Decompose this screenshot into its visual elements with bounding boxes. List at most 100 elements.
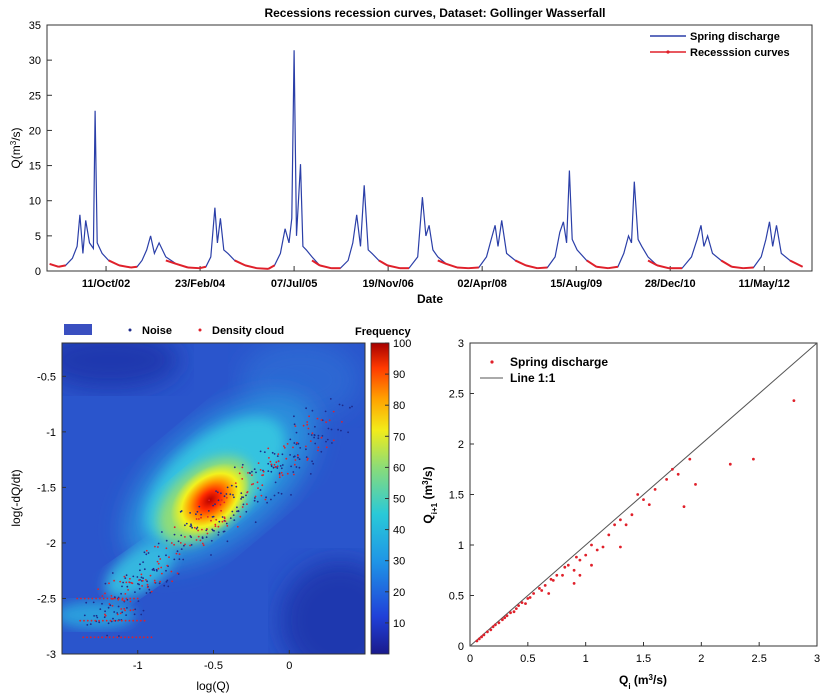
svg-text:log(-dQ/dt): log(-dQ/dt) — [9, 469, 23, 526]
noise-point — [189, 535, 192, 537]
noise-point — [165, 580, 168, 583]
colorbar-tick-label: 40 — [393, 525, 405, 537]
noise-point — [173, 533, 176, 536]
density-cloud-point — [109, 619, 112, 622]
density-cloud-point — [125, 581, 128, 584]
recession-segment — [387, 264, 401, 270]
recession-segment — [267, 264, 276, 270]
density-cloud-point — [136, 597, 139, 600]
density-cloud-point — [146, 586, 149, 589]
recession-segment — [49, 263, 59, 268]
density-cloud-point — [156, 560, 159, 563]
noise-point — [95, 614, 98, 617]
density-cloud-point — [257, 487, 259, 489]
noise-point — [149, 591, 152, 594]
recession-segment — [608, 265, 619, 270]
x-tick-label: 07/Jul/05 — [271, 278, 317, 290]
noise-point — [107, 606, 110, 609]
density-cloud-point — [283, 445, 285, 447]
noise-point — [326, 438, 329, 441]
noise-point — [233, 466, 236, 469]
y-tick-label: -1 — [46, 427, 56, 439]
scatter-point — [475, 639, 479, 643]
noise-points — [83, 398, 353, 637]
density-cloud-point — [113, 579, 115, 582]
density-cloud-point — [112, 636, 115, 639]
colorbar-ticks: 10 20 30 40 50 60 70 80 90 100 — [385, 338, 411, 630]
density-cloud-point — [113, 619, 116, 622]
heatmap-x-axis-label: log(Q) — [196, 679, 229, 693]
density-cloud-point — [239, 515, 242, 518]
density-cloud-point — [293, 473, 295, 476]
legend-recession-label: Recesssion curves — [690, 47, 790, 59]
noise-point — [229, 517, 232, 519]
density-cloud-point — [210, 519, 212, 522]
scatter-point — [477, 637, 481, 641]
noise-point — [293, 415, 295, 418]
noise-point — [254, 521, 257, 524]
density-cloud-point — [161, 572, 163, 575]
noise-point — [161, 531, 163, 533]
density-cloud-point — [105, 619, 108, 622]
colorbar-tick-label: 60 — [393, 462, 405, 474]
noise-point — [201, 537, 204, 539]
density-cloud-point — [278, 476, 281, 479]
density-cloud-point — [90, 619, 93, 622]
density-cloud-point — [135, 636, 138, 639]
noise-point — [276, 467, 279, 469]
density-cloud-point — [257, 462, 260, 464]
noise-point — [113, 611, 116, 613]
noise-point — [220, 492, 222, 495]
density-cloud-point — [127, 589, 129, 591]
density-cloud-point — [199, 539, 202, 542]
density-cloud-point — [241, 478, 244, 480]
density-cloud-point — [341, 421, 343, 423]
scatter-point — [676, 472, 680, 476]
x-tick-label: 2.5 — [752, 653, 767, 665]
density-cloud-point — [251, 474, 253, 476]
scatter-point — [601, 545, 605, 549]
noise-point — [221, 516, 224, 518]
density-cloud-point — [217, 525, 220, 528]
density-cloud-point — [238, 472, 241, 475]
x-tick-label: -1 — [133, 660, 143, 672]
noise-point — [98, 621, 101, 624]
scatter-point — [538, 587, 541, 590]
density-cloud-point — [307, 427, 310, 430]
noise-point — [165, 569, 167, 572]
density-cloud-point — [225, 496, 228, 499]
density-cloud-point — [317, 446, 320, 449]
density-cloud-point — [157, 567, 160, 570]
top-plot-area — [46, 24, 813, 272]
noise-point — [145, 553, 148, 556]
scatter-point — [688, 457, 692, 461]
recession-segment — [108, 259, 120, 267]
noise-point — [317, 437, 320, 440]
noise-point — [295, 443, 298, 446]
density-cloud-point — [154, 581, 156, 584]
density-cloud-point — [297, 454, 299, 457]
density-cloud-point — [246, 491, 249, 493]
density-cloud-point — [160, 566, 163, 569]
legend-scatter-label: Spring discharge — [510, 355, 608, 369]
density-cloud-point — [281, 474, 284, 477]
y-tick-label: -2.5 — [37, 593, 56, 605]
noise-point — [126, 607, 128, 609]
svg-text:Qi+1 (m3/s): Qi+1 (m3/s) — [421, 466, 439, 523]
noise-point — [341, 404, 344, 407]
density-cloud-point — [195, 518, 198, 520]
density-cloud-point — [168, 556, 170, 559]
y-tick-label: 0 — [458, 641, 464, 653]
noise-point — [259, 489, 262, 491]
noise-point — [305, 448, 307, 451]
noise-point — [163, 584, 166, 587]
noise-point — [178, 558, 181, 561]
noise-point — [259, 450, 262, 453]
density-cloud-point — [293, 463, 296, 466]
density-cloud-point — [286, 472, 289, 475]
noise-point — [305, 407, 307, 410]
noise-point — [190, 544, 193, 546]
scatter-point — [653, 488, 657, 491]
noise-point — [134, 591, 136, 593]
density-cloud-point — [294, 425, 297, 427]
